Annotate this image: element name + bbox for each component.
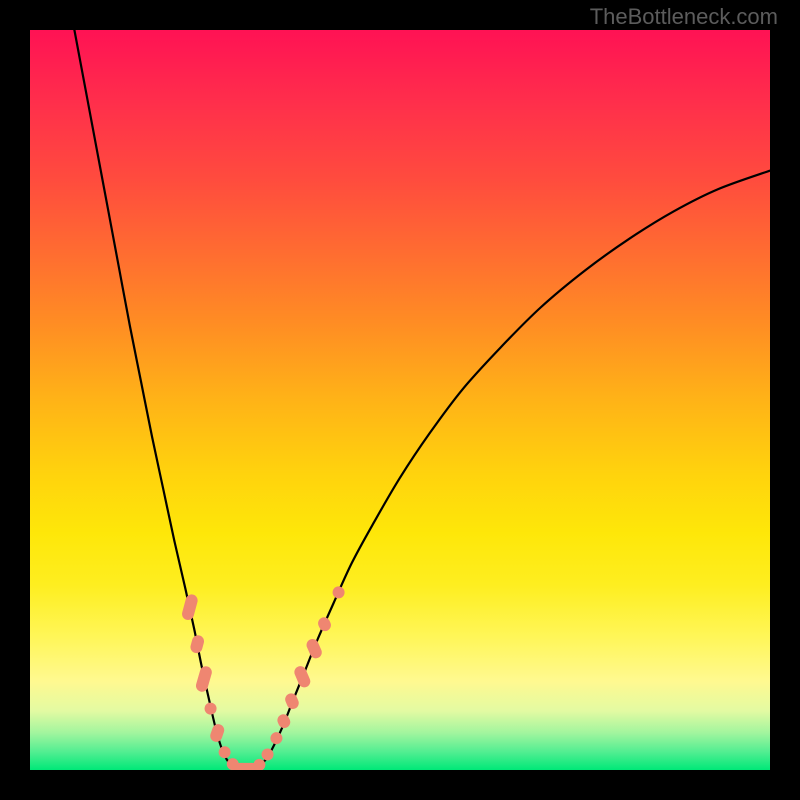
frame-border-right: [770, 0, 800, 800]
chart-stage: TheBottleneck.com: [0, 0, 800, 800]
marker-13: [300, 672, 304, 681]
marker-11: [283, 720, 284, 722]
marker-0: [188, 600, 192, 614]
marker-14: [313, 645, 316, 652]
frame-border-bottom: [0, 770, 800, 800]
marker-15: [324, 623, 325, 625]
watermark-text: TheBottleneck.com: [590, 4, 778, 30]
bottleneck-chart-svg: [0, 0, 800, 800]
marker-4: [216, 730, 218, 736]
frame-border-left: [0, 0, 30, 800]
gradient-background: [30, 30, 770, 770]
marker-2: [202, 672, 206, 685]
marker-1: [196, 641, 198, 647]
marker-12: [291, 699, 293, 703]
